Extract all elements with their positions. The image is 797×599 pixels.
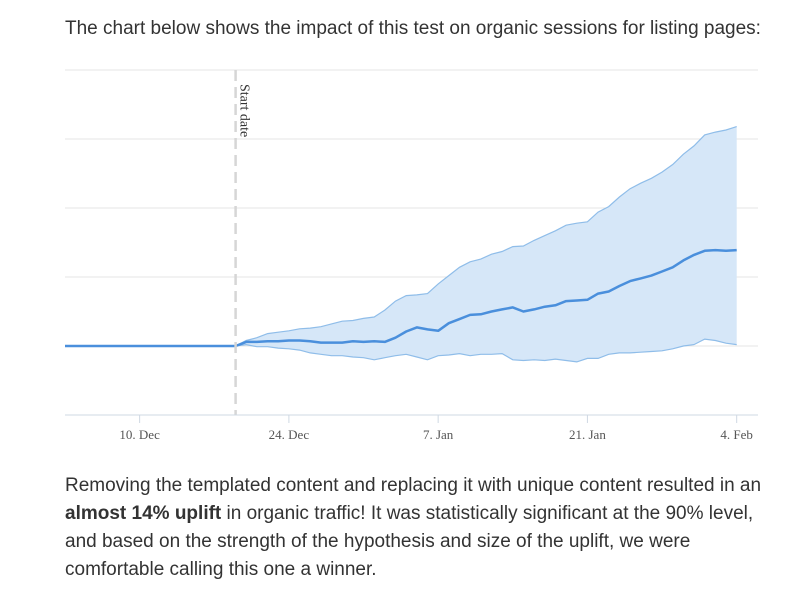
conclusion-paragraph: Removing the templated content and repla… bbox=[65, 472, 765, 584]
confidence-band-area bbox=[65, 126, 737, 362]
lower-bound-line bbox=[65, 338, 737, 363]
start-date-label: Start date bbox=[237, 84, 252, 137]
x-tick-label: 24. Dec bbox=[269, 427, 310, 442]
confidence-band bbox=[65, 126, 737, 363]
conclusion-text-1: Removing the templated content and repla… bbox=[65, 475, 762, 496]
start-date-annotation: Start date bbox=[234, 70, 252, 415]
uplift-highlight: almost 14% uplift bbox=[65, 503, 222, 524]
x-tick-label: 10. Dec bbox=[119, 427, 160, 442]
uplift-line bbox=[65, 248, 737, 348]
x-tick-label: 21. Jan bbox=[569, 427, 606, 442]
intro-text: The chart below shows the impact of this… bbox=[65, 18, 761, 39]
x-axis: 10. Dec 24. Dec 7. Jan 21. Jan 4. Feb bbox=[65, 414, 758, 442]
upper-bound-line bbox=[65, 126, 737, 347]
uplift-chart: Start date 10. Dec 24. Dec 7. Jan 21. Jan 4.… bbox=[65, 69, 758, 442]
x-tick-label: 4. Feb bbox=[720, 427, 753, 442]
uplift-series bbox=[65, 248, 737, 348]
x-tick-label: 7. Jan bbox=[423, 427, 454, 442]
conclusion-text-2: in organic traffic! It was statistically… bbox=[65, 503, 754, 580]
